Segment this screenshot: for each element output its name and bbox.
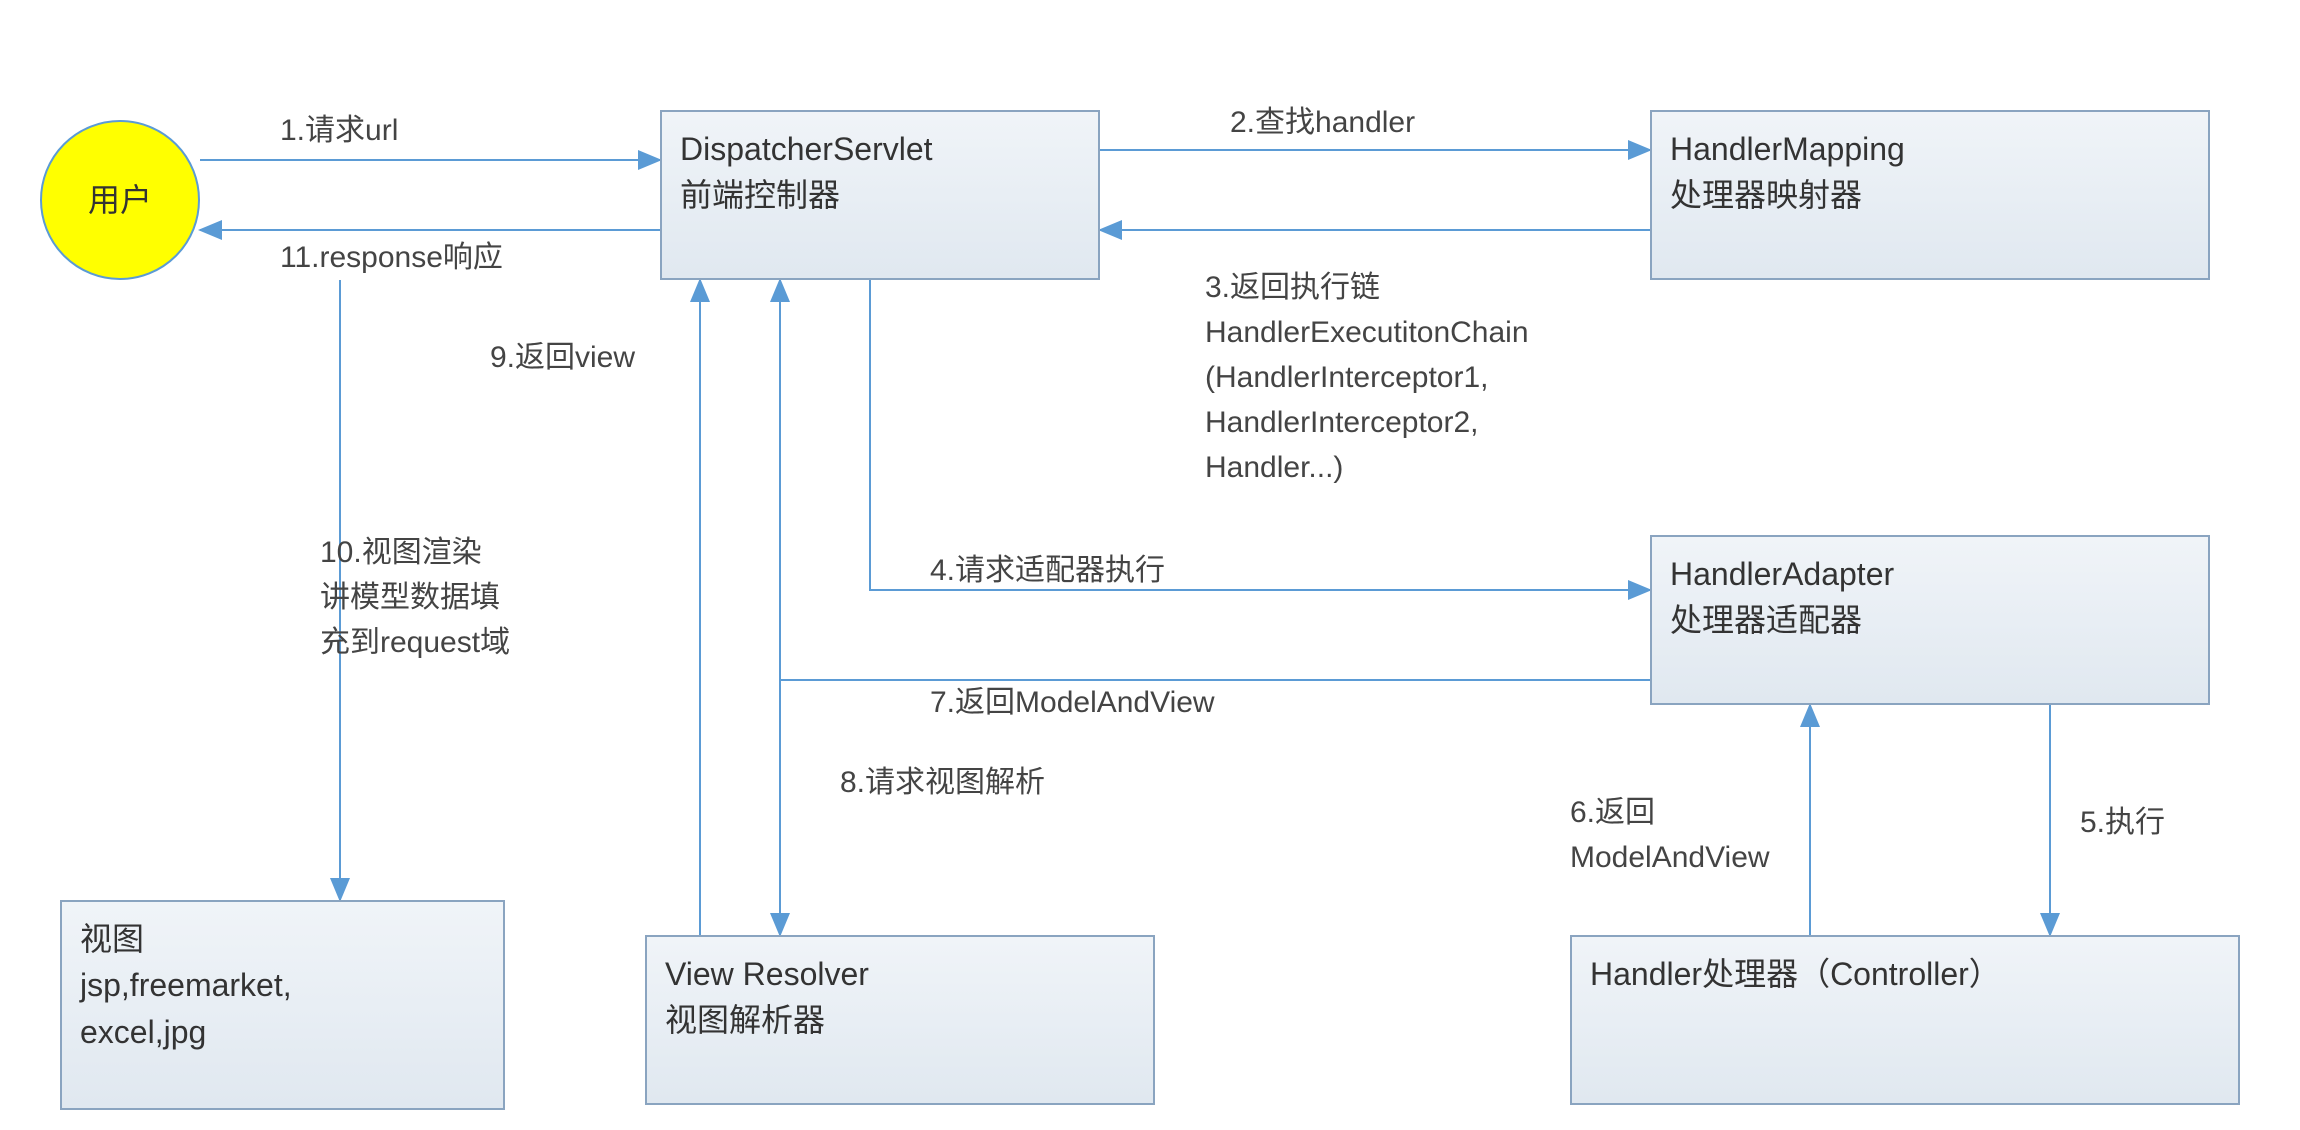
edge-label-e3: 3.返回执行链 HandlerExecutitonChain (HandlerI… bbox=[1205, 265, 1529, 490]
edge-label-e4: 4.请求适配器执行 bbox=[930, 548, 1165, 593]
handler-controller-node: Handler处理器（Controller） bbox=[1570, 935, 2240, 1105]
edge-label-e5: 5.执行 bbox=[2080, 800, 2165, 845]
node-line: jsp,freemarket, bbox=[80, 962, 485, 1008]
edge-label-e1: 1.请求url bbox=[280, 108, 398, 153]
edge-label-e7: 7.返回ModelAndView bbox=[930, 680, 1215, 725]
node-line: HandlerAdapter bbox=[1670, 551, 2190, 597]
edge-label-e10: 10.视图渲染 讲模型数据填 充到request域 bbox=[320, 530, 510, 665]
user-node: 用户 bbox=[40, 120, 200, 280]
edge-label-e9: 9.返回view bbox=[490, 335, 635, 380]
view-resolver-node: View Resolver 视图解析器 bbox=[645, 935, 1155, 1105]
handler-mapping-node: HandlerMapping 处理器映射器 bbox=[1650, 110, 2210, 280]
node-line: HandlerMapping bbox=[1670, 126, 2190, 172]
user-label: 用户 bbox=[88, 177, 152, 223]
node-line: 视图 bbox=[80, 916, 485, 962]
node-line: 处理器适配器 bbox=[1670, 597, 2190, 643]
node-line: 视图解析器 bbox=[665, 997, 1135, 1043]
edge-label-e11: 11.response响应 bbox=[280, 235, 503, 280]
node-line: excel,jpg bbox=[80, 1009, 485, 1055]
edge-label-e6: 6.返回 ModelAndView bbox=[1570, 790, 1770, 880]
handler-adapter-node: HandlerAdapter 处理器适配器 bbox=[1650, 535, 2210, 705]
node-line: Handler处理器（Controller） bbox=[1590, 951, 2220, 997]
view-node: 视图 jsp,freemarket, excel,jpg bbox=[60, 900, 505, 1110]
node-line: View Resolver bbox=[665, 951, 1135, 997]
edge-label-e2: 2.查找handler bbox=[1230, 100, 1415, 145]
node-line: 前端控制器 bbox=[680, 172, 1080, 218]
node-line: DispatcherServlet bbox=[680, 126, 1080, 172]
edge-label-e8: 8.请求视图解析 bbox=[840, 760, 1045, 805]
node-line: 处理器映射器 bbox=[1670, 172, 2190, 218]
dispatcher-servlet-node: DispatcherServlet 前端控制器 bbox=[660, 110, 1100, 280]
